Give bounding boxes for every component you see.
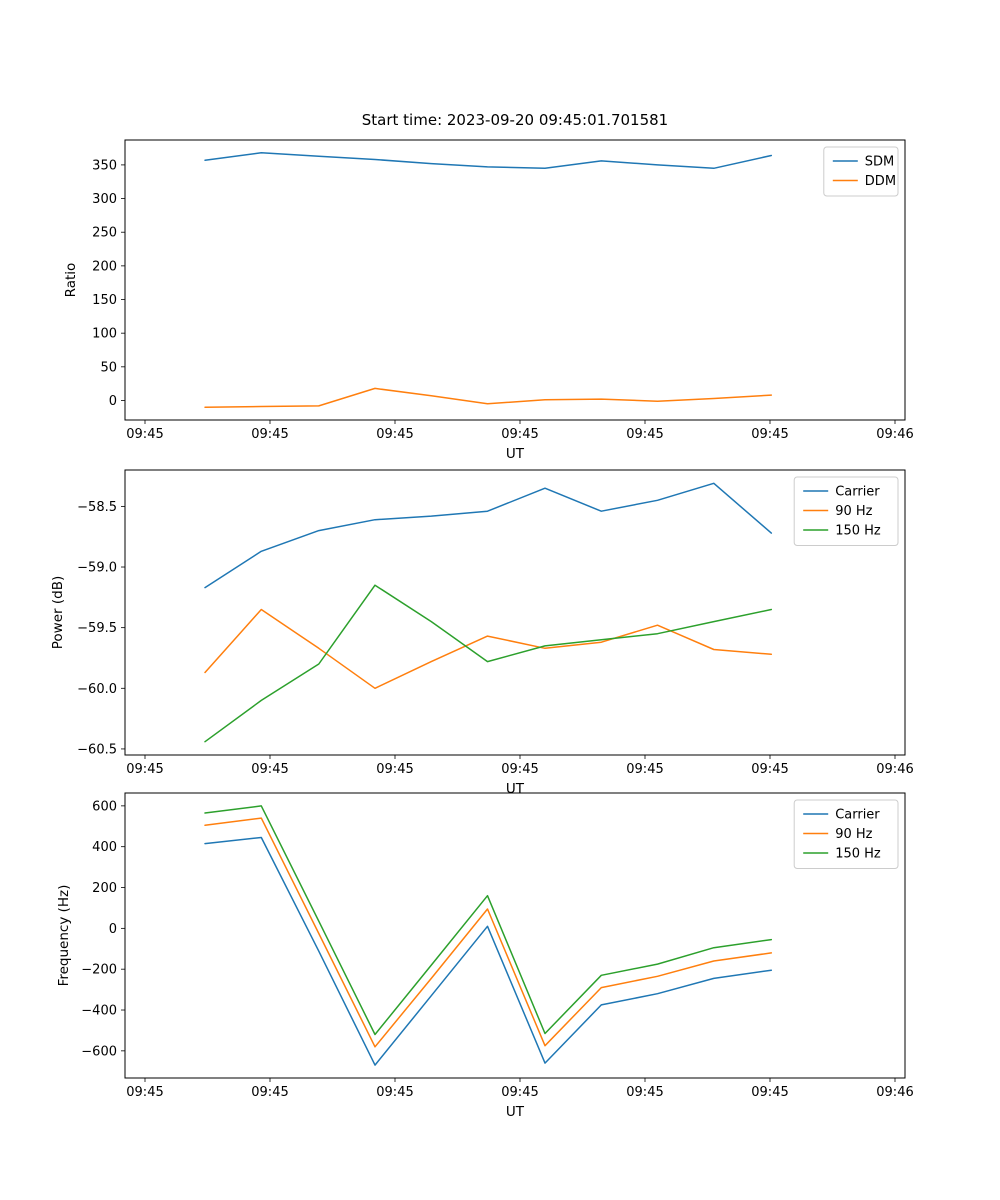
legend-box — [793, 476, 899, 546]
axes-frame — [124, 469, 906, 756]
plot-canvas: 09:45 09:45 09:45 09:45 09:45 09:45 09:46 −600 −… — [56, 792, 914, 1120]
legend-label: 90 Hz — [835, 504, 872, 519]
y-tick-label: −60.0 — [77, 682, 117, 697]
x-tick-label: 09:45 — [376, 762, 413, 777]
x-tick-label: 09:45 — [751, 1085, 788, 1100]
y-tick-label: 400 — [92, 840, 117, 855]
subplot-frequency: 09:45 09:45 09:45 09:45 09:45 09:45 09:46 −600 −… — [0, 780, 1000, 1128]
x-tick-label: 09:45 — [126, 1085, 163, 1100]
x-tick-label: 09:45 — [626, 762, 663, 777]
y-tick-label: 300 — [92, 192, 117, 207]
subplot-ratio: Start time: 2023-09-20 09:45:01.701581 09… — [0, 95, 1000, 470]
y-axis-label: Power (dB) — [50, 576, 66, 649]
series-line-carrier — [204, 836, 773, 1066]
series-line-150-hz — [204, 805, 773, 1036]
y-axis-label: Ratio — [63, 263, 79, 298]
y-tick-label: −59.0 — [77, 561, 117, 576]
y-tick-label: 350 — [92, 158, 117, 173]
x-tick-label: 09:45 — [751, 427, 788, 442]
legend-label: 90 Hz — [835, 827, 872, 842]
y-tick-label: −400 — [81, 1004, 117, 1019]
x-tick-label: 09:45 — [626, 1085, 663, 1100]
series-line-150-hz — [204, 584, 773, 743]
y-tick-label: 250 — [92, 226, 117, 241]
legend-box — [823, 146, 899, 197]
legend-label: Carrier — [835, 808, 880, 823]
y-tick-label: −200 — [81, 963, 117, 978]
x-tick-label: 09:45 — [626, 427, 663, 442]
plot-canvas: 09:45 09:45 09:45 09:45 09:45 09:45 09:46 −60.5… — [50, 469, 914, 795]
y-tick-label: −600 — [81, 1044, 117, 1059]
x-tick-label: 09:46 — [876, 427, 913, 442]
x-tick-label: 09:46 — [876, 762, 913, 777]
x-tick-label: 09:45 — [751, 762, 788, 777]
x-tick-label: 09:45 — [376, 1085, 413, 1100]
y-tick-label: 50 — [100, 360, 117, 375]
series-line-carrier — [204, 482, 773, 589]
x-tick-label: 09:45 — [376, 427, 413, 442]
y-tick-label: 200 — [92, 881, 117, 896]
axes-frame — [124, 139, 906, 421]
series-line-sdm — [204, 152, 773, 170]
x-tick-label: 09:45 — [126, 762, 163, 777]
x-tick-label: 09:45 — [251, 1085, 288, 1100]
chart-title: Start time: 2023-09-20 09:45:01.701581 — [362, 111, 668, 129]
y-tick-label: 600 — [92, 799, 117, 814]
legend-label: Carrier — [835, 485, 880, 500]
y-tick-label: 0 — [109, 394, 117, 409]
y-axis-label: Frequency (Hz) — [56, 885, 72, 987]
legend-label: DDM — [865, 174, 896, 189]
y-tick-label: 0 — [109, 922, 117, 937]
legend-label: SDM — [865, 155, 894, 170]
x-tick-label: 09:45 — [251, 427, 288, 442]
x-axis-label: UT — [506, 1104, 525, 1120]
x-tick-label: 09:45 — [501, 762, 538, 777]
legend-label: 150 Hz — [835, 847, 881, 862]
axes-frame — [124, 792, 906, 1079]
y-tick-label: 200 — [92, 259, 117, 274]
series-line-ddm — [204, 387, 773, 408]
subplot-power: 09:45 09:45 09:45 09:45 09:45 09:45 09:46 −60.5… — [0, 455, 1000, 795]
x-axis-label: UT — [506, 446, 525, 462]
y-tick-label: 150 — [92, 293, 117, 308]
y-tick-label: 100 — [92, 327, 117, 342]
x-axis-label: UT — [506, 781, 525, 795]
y-tick-label: −59.5 — [77, 621, 117, 636]
y-tick-label: −58.5 — [77, 500, 117, 515]
x-tick-label: 09:45 — [126, 427, 163, 442]
series-line-90-hz — [204, 817, 773, 1048]
x-tick-label: 09:45 — [501, 427, 538, 442]
y-tick-label: −60.5 — [77, 742, 117, 757]
legend-box — [793, 799, 899, 869]
plot-canvas: Start time: 2023-09-20 09:45:01.701581 09… — [63, 111, 914, 462]
x-tick-label: 09:45 — [501, 1085, 538, 1100]
legend-label: 150 Hz — [835, 524, 881, 539]
x-tick-label: 09:46 — [876, 1085, 913, 1100]
series-line-90-hz — [204, 608, 773, 690]
x-tick-label: 09:45 — [251, 762, 288, 777]
